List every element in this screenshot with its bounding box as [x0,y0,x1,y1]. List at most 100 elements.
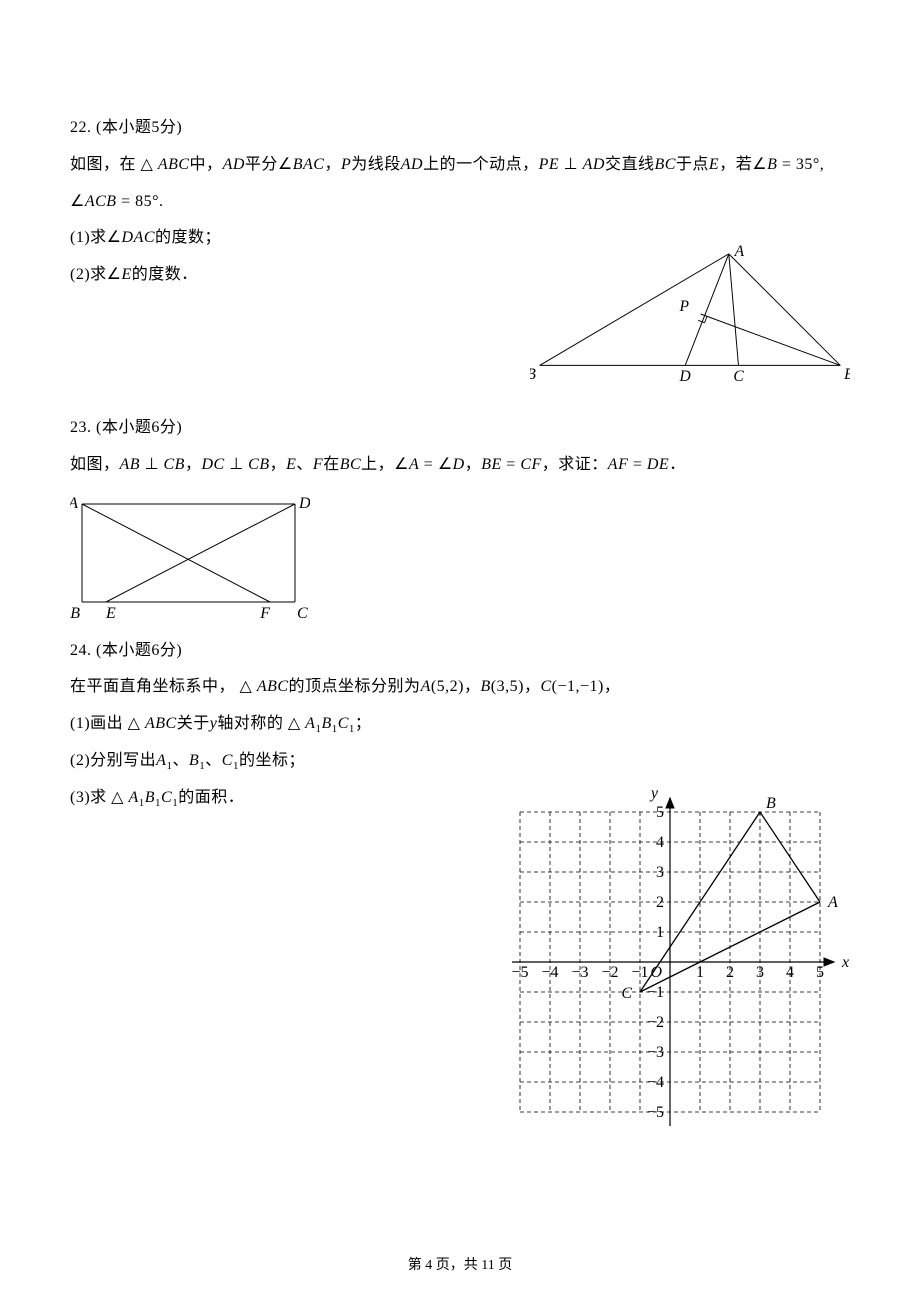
svg-text:3: 3 [756,964,764,981]
svg-text:−3: −3 [647,1044,664,1061]
math-pe: PE [539,156,560,173]
q24-part1: (1)画出 △ ABC关于y轴对称的 △ A1B1C1； [70,706,850,743]
q23-header: 23. (本小题6分) [70,410,850,447]
math-ad: AD [223,156,245,173]
t: 如图，在 [70,156,136,173]
svg-text:2: 2 [656,894,664,911]
svg-text:A: A [734,244,745,260]
svg-text:y: y [649,787,659,802]
q22-header: 22. (本小题5分) [70,110,850,147]
math-A: A [421,678,431,695]
svg-text:C: C [297,605,308,622]
svg-text:−4: −4 [647,1074,664,1091]
t: 于点 [676,156,709,173]
q22-points: (本小题5分) [96,119,182,136]
math-de: DE [647,456,669,473]
svg-text:−4: −4 [541,964,558,981]
svg-text:A: A [827,894,838,911]
math-c1: C [338,715,349,732]
t: (1)求 [70,229,107,246]
t: ， [270,456,287,473]
f3: 页，共 [432,1258,481,1273]
svg-text:C: C [621,985,632,1002]
t: (2)求 [70,266,107,283]
math-be: BE [481,456,502,473]
svg-text:−5: −5 [511,964,528,981]
svg-text:5: 5 [816,964,824,981]
page-footer: 第 4 页，共 11 页 [0,1254,920,1274]
sym-angle2: ∠ [752,156,767,173]
page: 22. (本小题5分) 如图，在 △ ABC中，AD平分∠BAC，P为线段AD上… [0,0,920,1302]
math-cb: CB [164,456,185,473]
sym-eq3: = [628,456,647,473]
t: 的顶点坐标分别为 [289,678,421,695]
math-bc: BC [654,156,675,173]
t: 平分 [245,156,278,173]
f1: 第 [408,1258,426,1273]
svg-text:−1: −1 [631,964,648,981]
math-abc2: ABC [257,678,289,695]
svg-text:B: B [530,366,536,383]
math-e3: E [286,456,296,473]
math-ad3: AD [583,156,605,173]
svg-text:B: B [766,795,776,812]
coord-c: (−1,−1) [552,678,604,695]
svg-text:4: 4 [656,834,664,851]
math-e: E [709,156,719,173]
t: ， [324,156,341,173]
svg-text:B: B [70,605,80,622]
t: 的度数； [155,229,221,246]
sym-tri5: △ [107,789,129,806]
math-f: F [313,456,323,473]
sym-tri2: △ [235,678,257,695]
t: ， [465,456,482,473]
math-c1c: C [161,789,172,806]
math-b1: B [321,715,331,732]
t: ， [524,678,541,695]
math-b1c: B [145,789,155,806]
svg-text:E: E [105,605,116,622]
t: 轴对称的 [217,715,283,732]
q24-part2: (2)分别写出A1、B1、C1的坐标； [70,743,850,780]
q24-header: 24. (本小题6分) [70,633,850,670]
sym-perp3: ⊥ [225,456,248,473]
t: (3)求 [70,789,107,806]
t: 、 [296,456,313,473]
q24-num: 24. [70,642,96,659]
t: (1)画出 [70,715,123,732]
math-dac: DAC [122,229,156,246]
math-ab: AB [120,456,141,473]
q24-svg: 12345−1−2−3−4−512345−1−2−3−4−5OxyABC [490,787,850,1147]
svg-text:3: 3 [656,864,664,881]
q23-figure: ADBEFC [70,492,310,627]
sym-tri4: △ [283,715,305,732]
math-b1b: B [189,752,199,769]
math-bc2: BC [340,456,361,473]
q23-svg: ADBEFC [70,492,310,622]
math-C: C [540,678,551,695]
t: 上， [361,456,394,473]
sym-perp2: ⊥ [140,456,163,473]
q22-figure: ABDCEP [530,244,850,390]
math-p: P [341,156,351,173]
math-d2: D [453,456,465,473]
t: 、 [205,752,222,769]
svg-text:−5: −5 [647,1104,664,1121]
t: 上的一个动点， [423,156,539,173]
math-cf: CF [520,456,541,473]
f4: 11 [481,1258,494,1273]
math-cb2: CB [248,456,269,473]
svg-text:D: D [298,495,310,512]
sym-triangle: △ [136,156,158,173]
t: ，求证： [542,456,608,473]
math-dc: DC [201,456,224,473]
t: 中， [190,156,223,173]
svg-text:F: F [259,605,270,622]
q23-points: (本小题6分) [96,419,182,436]
math-b: B [767,156,777,173]
svg-text:4: 4 [786,964,794,981]
math-af: AF [608,456,629,473]
t: 如图， [70,456,120,473]
math-bac: BAC [293,156,325,173]
t: ， [185,456,202,473]
